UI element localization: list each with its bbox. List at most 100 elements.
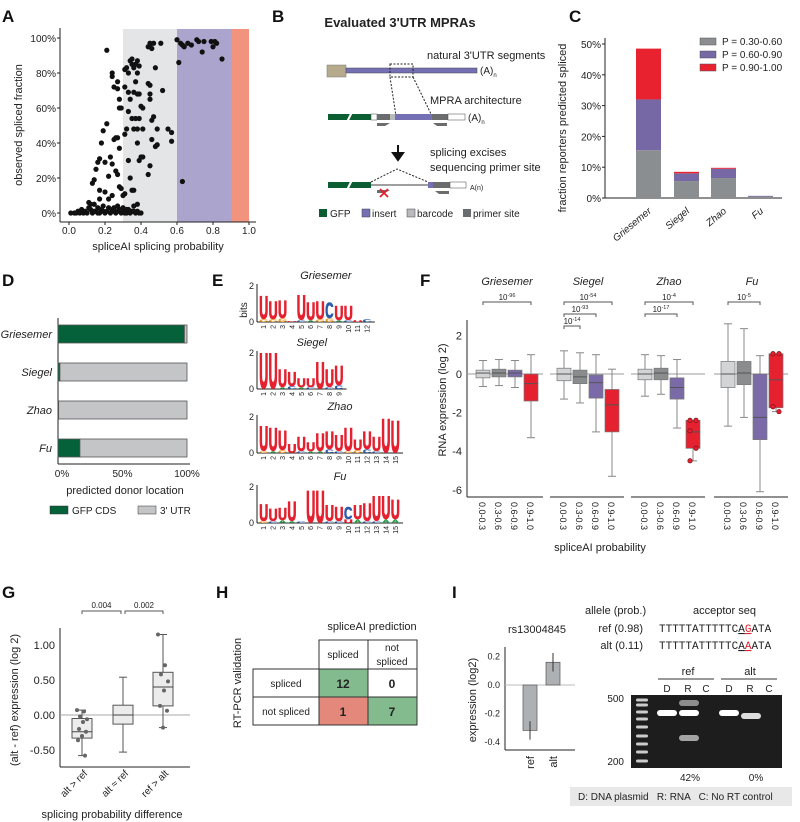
logo-letter-c [334, 451, 343, 453]
logo-letter-c [325, 521, 334, 523]
gel-background [631, 695, 782, 768]
ladder-band [636, 698, 648, 702]
p-value-label: 10-4 [662, 293, 676, 302]
data-point [125, 70, 131, 76]
ladder-band [636, 725, 648, 729]
cap-box [326, 64, 347, 78]
legend-label: barcode [417, 209, 454, 220]
logo-letter-c [325, 302, 334, 319]
position-label: 5 [299, 526, 306, 530]
dna-band [719, 710, 739, 716]
logo-letter-c [334, 385, 343, 389]
data-point [109, 192, 115, 199]
x-tick-label: 0.0-0.3 [558, 502, 568, 530]
logo-letter-u [372, 436, 381, 452]
data-point [95, 210, 101, 216]
data-point [131, 126, 137, 132]
group-title: Zhao [655, 276, 681, 288]
bar-segment [57, 324, 185, 344]
position-label: 3 [280, 526, 287, 530]
data-point [140, 126, 146, 132]
data-point [116, 96, 122, 102]
y-tick-label: 0 [249, 448, 254, 458]
header-cell [367, 639, 418, 670]
legend-label: GFP CDS [72, 506, 117, 517]
mpra-architecture-label: MPRA architecture [430, 95, 522, 107]
data-point [124, 65, 130, 71]
data-point [111, 136, 117, 143]
y-tick-label: 100% [30, 34, 56, 45]
data-point [82, 709, 86, 714]
category-label: Zhao [704, 206, 730, 230]
logo-letter-c [344, 320, 353, 322]
column-header-spliced-2: spliced [376, 657, 407, 668]
data-point [95, 159, 101, 165]
probability-band [231, 29, 249, 222]
header-cell [318, 639, 369, 670]
p-value-label: 10-96 [499, 293, 516, 302]
lane-label: R [684, 684, 691, 695]
p-value-label: 10-5 [737, 293, 751, 302]
data-point [109, 161, 115, 167]
panel-b-legend: GFP insert barcode primer site [319, 208, 520, 220]
data-point [91, 201, 97, 207]
outlier-point [776, 351, 782, 357]
dna-band [657, 710, 677, 716]
logo-letter-c [297, 521, 306, 523]
ladder-band [636, 717, 648, 721]
primer-site-segment [433, 182, 450, 188]
row-header-spliced: spliced [270, 679, 301, 690]
bar-segment [711, 168, 736, 178]
data-point [152, 65, 158, 71]
position-label: 10 [346, 456, 353, 464]
p-value-label: 0.004 [91, 601, 112, 610]
logo-letter-c [363, 521, 372, 523]
panel-label-f: F [420, 271, 430, 290]
data-point [129, 115, 135, 122]
logo-letter-a [381, 519, 390, 523]
box-group-fu: Fu 0.0-0.3 0.3-0.6 0.6-0.9 0.9-1.0 10-5 [714, 276, 788, 530]
selected-segment-box [389, 63, 414, 78]
legend-label: 3' UTR [160, 506, 191, 517]
outlier-point [693, 417, 699, 423]
box-group-griesemer: Griesemer 0.0-0.3 0.3-0.6 0.6-0.9 0.9-1.0 10-… [467, 276, 543, 530]
bar-segment [636, 48, 661, 100]
panel-f-ylabel: RNA expression (log 2) [437, 343, 449, 456]
data-point [147, 91, 153, 97]
logo-letter-u [353, 505, 362, 520]
box [523, 373, 539, 402]
data-point [208, 38, 214, 45]
logo-letter-u [344, 427, 353, 452]
table-row-title: RT-PCR validation [232, 638, 244, 728]
splicing-label-1: splicing excises [430, 147, 507, 159]
outlier-point [770, 351, 776, 357]
panel-h-table: spliceAI prediction RT-PCR validation sp… [232, 621, 418, 728]
bar-segment [59, 362, 188, 382]
position-label: 11 [355, 325, 362, 332]
box [604, 389, 620, 433]
legend-swatch-gfp-cds [49, 505, 69, 515]
box [475, 369, 491, 379]
data-point [100, 128, 106, 134]
logo-letter-u [363, 503, 372, 522]
logo-title: Fu [334, 471, 347, 483]
bar-segment [674, 173, 699, 182]
ladder-band [636, 710, 648, 714]
bar-segment [58, 400, 188, 420]
y-tick-label: 0 [249, 317, 254, 327]
logo-letter-u [306, 302, 315, 321]
position-label: 2 [271, 392, 278, 396]
y-tick-label: 40% [581, 71, 601, 82]
data-point [93, 166, 99, 172]
y-tick-label: 0% [587, 194, 602, 205]
data-point [104, 47, 110, 53]
panel-label-b: B [272, 7, 284, 26]
logo-letter-c [306, 387, 315, 389]
data-point [136, 91, 142, 97]
spliced-construct: A(n) [328, 168, 483, 198]
gel-group-alt: alt [744, 666, 756, 678]
x-tick-label: 0.6 [170, 226, 184, 237]
column-header-spliced: spliced [327, 650, 358, 661]
panel-i-bar-chart: 0.2 0.0 -0.2 -0.4 ref alt [484, 647, 575, 769]
data-point [136, 157, 142, 164]
